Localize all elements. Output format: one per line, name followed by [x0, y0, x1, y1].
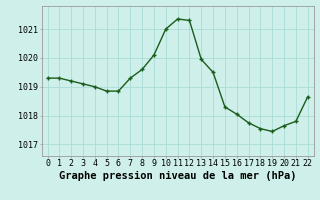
X-axis label: Graphe pression niveau de la mer (hPa): Graphe pression niveau de la mer (hPa) — [59, 171, 296, 181]
